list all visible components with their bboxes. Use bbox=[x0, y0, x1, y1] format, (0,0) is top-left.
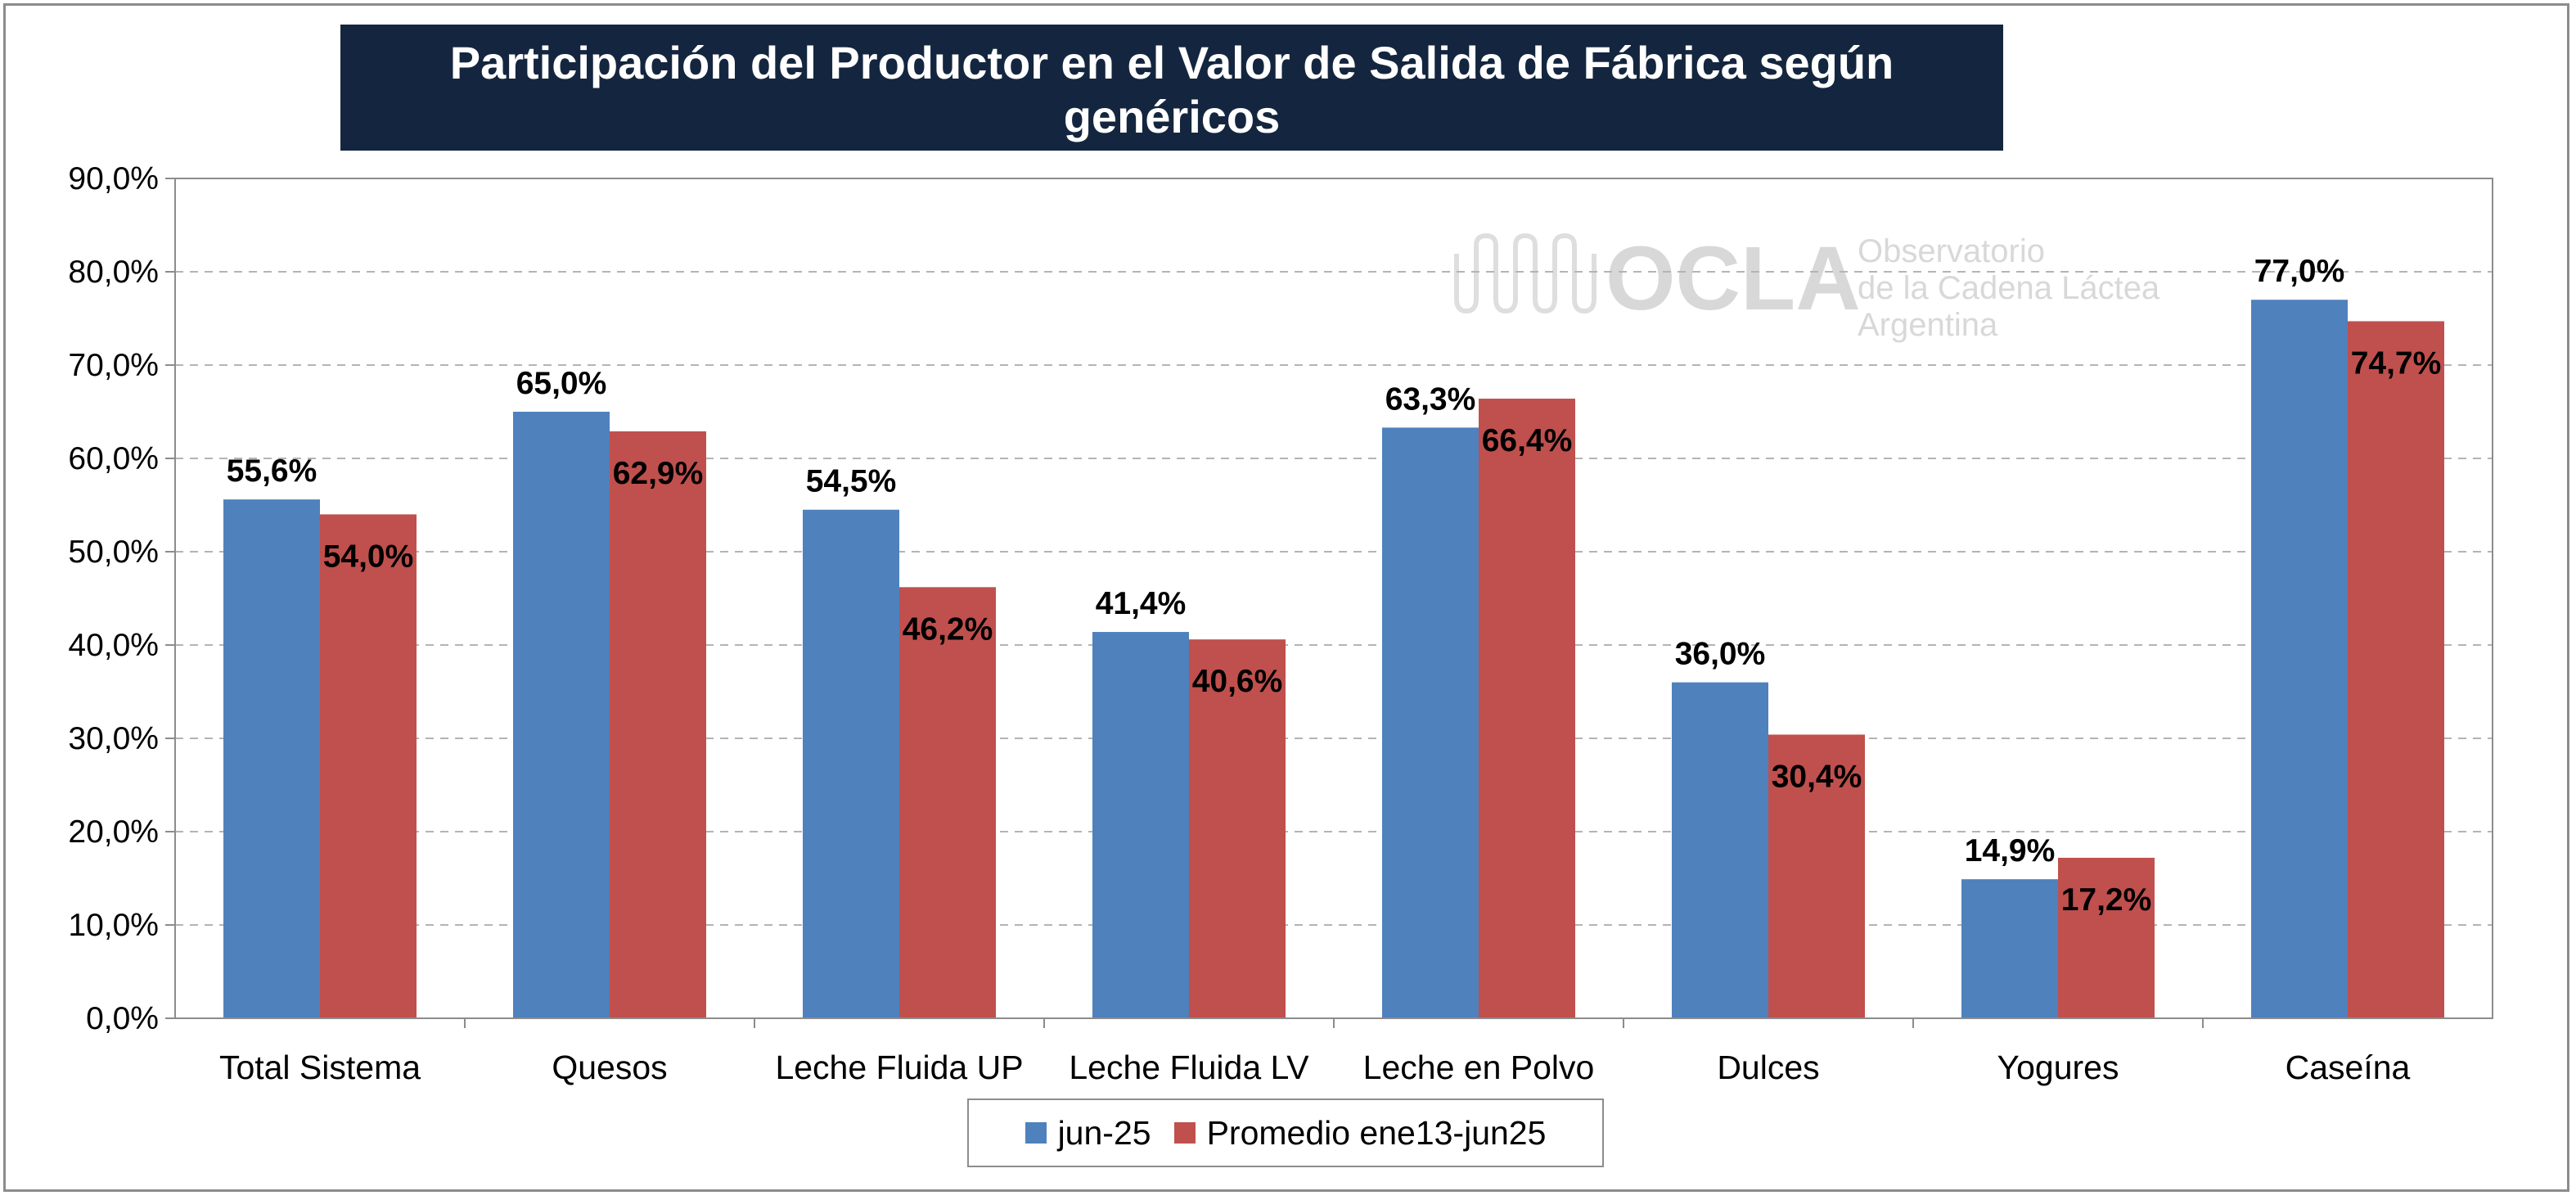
legend-swatch-series2 bbox=[1173, 1122, 1196, 1144]
bars-layer bbox=[223, 300, 2444, 1018]
y-tick-label: 20,0% bbox=[68, 814, 159, 850]
y-tick-label: 50,0% bbox=[68, 535, 159, 570]
data-label-jun25: 65,0% bbox=[516, 366, 607, 401]
x-tick-label: Leche Fluida UP bbox=[775, 1049, 1023, 1086]
data-label-jun25: 54,5% bbox=[806, 464, 897, 499]
legend-label-series1: jun-25 bbox=[1057, 1113, 1151, 1152]
y-tick-label: 60,0% bbox=[68, 441, 159, 476]
ocla-watermark: OCLA Observatorio de la Cadena Láctea Ar… bbox=[1454, 228, 2160, 343]
bar-jun25 bbox=[1092, 632, 1189, 1018]
bar-jun25 bbox=[513, 412, 610, 1018]
bar-jun25 bbox=[803, 509, 899, 1018]
labels-layer: 55,6% 54,0% 65,0% 62,9% 54,5% 46,2% 41,4% 40,6%… bbox=[227, 254, 2442, 918]
bar-jun25 bbox=[1382, 427, 1479, 1018]
data-label-promedio: 46,2% bbox=[903, 611, 993, 647]
title-box: Participación del Productor en el Valor … bbox=[340, 25, 2003, 184]
bar-promedio bbox=[2348, 321, 2444, 1018]
axis-layer: 0,0% 10,0% 20,0% 30,0% 40,0% 50,0% 60,0% 70,0% 8… bbox=[68, 161, 2493, 1086]
legend-item-series2: Promedio ene13-jun25 bbox=[1173, 1113, 1547, 1153]
data-label-jun25: 55,6% bbox=[227, 453, 317, 489]
x-tick-label: Quesos bbox=[552, 1049, 667, 1086]
bar-promedio bbox=[1189, 639, 1286, 1018]
watermark-line2: de la Cadena Láctea bbox=[1858, 270, 2160, 306]
watermark-line1: Observatorio bbox=[1858, 233, 2045, 269]
y-tick-label: 10,0% bbox=[68, 908, 159, 943]
bar-promedio bbox=[1479, 399, 1575, 1018]
legend-label-series2: Promedio ene13-jun25 bbox=[1206, 1113, 1547, 1152]
data-label-promedio: 40,6% bbox=[1192, 664, 1283, 699]
y-tick-label: 40,0% bbox=[68, 628, 159, 663]
data-label-promedio: 74,7% bbox=[2351, 345, 2442, 381]
x-tick-label: Leche en Polvo bbox=[1363, 1049, 1595, 1086]
x-tick-label: Caseína bbox=[2286, 1049, 2411, 1086]
y-tick-label: 0,0% bbox=[86, 1001, 159, 1036]
bar-jun25 bbox=[1961, 879, 2058, 1018]
data-label-promedio: 30,4% bbox=[1772, 759, 1862, 794]
y-tick-label: 90,0% bbox=[68, 161, 159, 196]
data-label-jun25: 63,3% bbox=[1385, 381, 1476, 417]
data-label-promedio: 66,4% bbox=[1482, 423, 1573, 458]
x-tick-label: Yogures bbox=[1997, 1049, 2119, 1086]
data-label-jun25: 36,0% bbox=[1675, 637, 1766, 672]
bar-jun25 bbox=[223, 499, 320, 1018]
x-tick-label: Dulces bbox=[1717, 1049, 1819, 1086]
bar-promedio bbox=[320, 514, 417, 1018]
data-label-jun25: 77,0% bbox=[2254, 254, 2345, 289]
bar-jun25 bbox=[2251, 300, 2348, 1018]
y-tick-label: 70,0% bbox=[68, 348, 159, 383]
data-label-jun25: 41,4% bbox=[1096, 586, 1187, 621]
data-label-jun25: 14,9% bbox=[1965, 833, 2056, 868]
bar-promedio bbox=[610, 431, 706, 1018]
chart-title: Participación del Productor en el Valor … bbox=[449, 37, 1894, 142]
bar-jun25 bbox=[1672, 682, 1768, 1018]
y-tick-label: 30,0% bbox=[68, 721, 159, 756]
data-label-promedio: 17,2% bbox=[2061, 882, 2152, 918]
y-tick-label: 80,0% bbox=[68, 255, 159, 290]
watermark-logo-text: OCLA bbox=[1605, 228, 1861, 329]
wave-logo-icon bbox=[1454, 232, 1596, 314]
data-label-promedio: 54,0% bbox=[323, 539, 414, 574]
legend-swatch-series1 bbox=[1025, 1122, 1047, 1144]
data-label-promedio: 62,9% bbox=[613, 456, 704, 491]
bar-promedio bbox=[899, 587, 996, 1018]
x-tick-label: Total Sistema bbox=[219, 1049, 421, 1086]
x-tick-label: Leche Fluida LV bbox=[1069, 1049, 1309, 1086]
legend-item-series1: jun-25 bbox=[1025, 1114, 1151, 1153]
legend: jun-25 Promedio ene13-jun25 bbox=[967, 1098, 1604, 1167]
bar-promedio bbox=[2058, 857, 2155, 1018]
bar-promedio bbox=[1768, 734, 1865, 1018]
watermark-line3: Argentina bbox=[1858, 307, 1998, 343]
